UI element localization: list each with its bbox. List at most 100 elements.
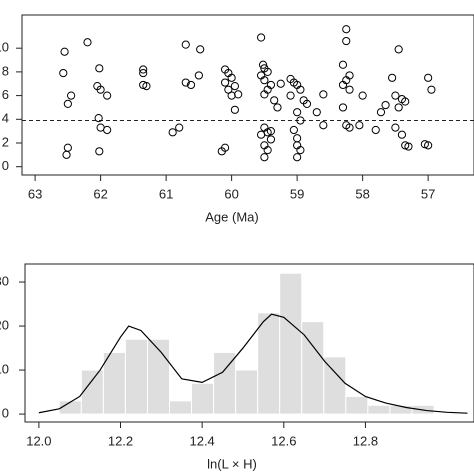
point <box>427 85 436 94</box>
point <box>60 47 69 56</box>
point <box>67 91 76 100</box>
y-tick-label: 10 <box>0 40 9 55</box>
point <box>63 143 72 152</box>
point <box>358 91 367 100</box>
point <box>293 153 302 162</box>
bar <box>124 338 148 415</box>
point <box>276 79 285 88</box>
y-tick-label: 10 <box>0 362 9 377</box>
point <box>230 82 239 91</box>
x-tick-label: 59 <box>290 186 304 201</box>
point <box>273 103 282 112</box>
point <box>59 68 68 78</box>
x-tick-label: 12.0 <box>26 433 51 448</box>
x-axis-label: Age (Ma) <box>205 209 258 224</box>
point <box>181 40 190 49</box>
point <box>103 125 112 135</box>
point <box>95 147 104 156</box>
point <box>394 45 403 54</box>
point <box>338 80 348 90</box>
point <box>296 85 305 94</box>
point <box>83 38 92 47</box>
bar <box>235 369 259 415</box>
x-tick-label: 12.4 <box>189 433 214 448</box>
point <box>139 68 148 78</box>
bar <box>146 338 170 415</box>
bar <box>191 382 215 415</box>
point <box>401 97 410 106</box>
point <box>394 103 403 112</box>
point <box>266 135 276 144</box>
point <box>196 45 205 54</box>
x-tick-label: 58 <box>355 186 369 201</box>
point <box>296 116 305 125</box>
point <box>424 73 433 82</box>
point <box>312 108 321 117</box>
point <box>381 100 390 110</box>
point <box>230 105 239 114</box>
point <box>397 130 407 139</box>
x-tick-label: 12.6 <box>271 433 296 448</box>
point <box>388 73 397 82</box>
point <box>338 103 348 112</box>
y-tick-label: 0 <box>2 158 9 173</box>
bar <box>279 272 303 415</box>
point <box>302 99 312 108</box>
point <box>270 96 279 105</box>
point <box>345 85 354 94</box>
point <box>286 91 295 100</box>
point <box>404 142 413 151</box>
point <box>260 90 269 99</box>
point <box>263 146 272 155</box>
point <box>293 134 302 143</box>
point <box>260 76 269 85</box>
point <box>96 85 105 94</box>
point <box>296 146 305 155</box>
point <box>342 25 351 34</box>
point <box>345 123 354 132</box>
point <box>217 147 226 156</box>
x-tick-label: 63 <box>28 186 42 201</box>
y-tick-label: 2 <box>2 134 9 149</box>
point <box>258 60 268 69</box>
point <box>103 91 112 100</box>
bar <box>345 395 369 415</box>
bar <box>102 351 126 415</box>
point <box>62 150 71 159</box>
point <box>168 128 177 137</box>
x-tick-label: 62 <box>93 186 107 201</box>
point <box>94 114 103 123</box>
x-tick-label: 60 <box>224 186 238 201</box>
point <box>63 99 72 108</box>
bar <box>323 356 347 415</box>
point <box>342 36 351 46</box>
x-tick-label: 12.2 <box>108 433 133 448</box>
point <box>257 130 266 139</box>
x-tick-label: 57 <box>421 186 435 201</box>
point <box>355 121 364 130</box>
point <box>391 123 400 132</box>
point <box>95 64 104 73</box>
plot-frame <box>24 263 474 423</box>
bar <box>367 404 391 415</box>
point <box>376 108 386 117</box>
x-tick-label: 12.8 <box>353 433 378 448</box>
point <box>289 125 298 135</box>
bar <box>213 351 237 415</box>
x-axis-label: ln(L × H) <box>207 456 257 471</box>
point <box>371 125 380 135</box>
bar <box>168 400 193 415</box>
point <box>220 78 230 87</box>
point <box>319 90 328 99</box>
point <box>420 140 429 149</box>
point <box>266 127 276 136</box>
y-tick-label: 0 <box>2 406 9 421</box>
plot-frame <box>21 14 474 176</box>
point <box>142 82 151 91</box>
point <box>227 73 236 82</box>
y-tick-label: 6 <box>2 87 9 102</box>
y-tick-label: 30 <box>0 273 9 288</box>
point <box>338 60 348 69</box>
point <box>391 91 400 100</box>
